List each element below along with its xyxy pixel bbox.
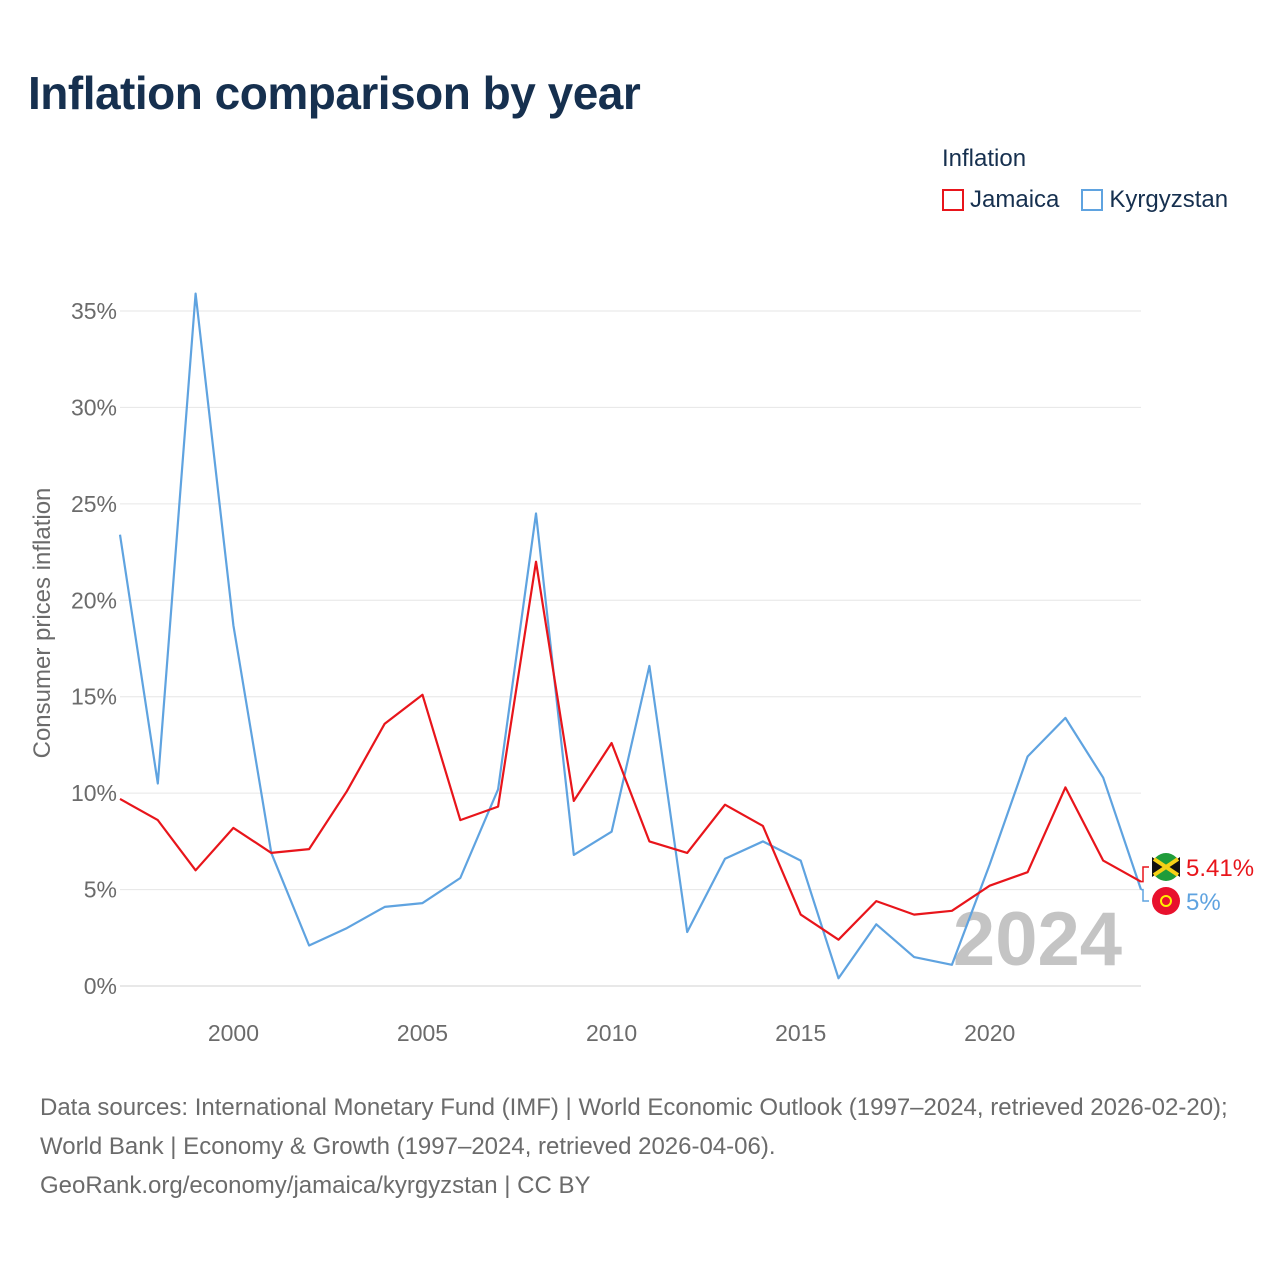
legend-title: Inflation bbox=[942, 145, 1027, 172]
y-tick-label: 15% bbox=[71, 684, 117, 710]
legend-label-kyrgyzstan: Kyrgyzstan bbox=[1109, 186, 1229, 213]
kyrgyzstan-flag-icon bbox=[1152, 887, 1180, 915]
series-line-kyrgyzstan[interactable] bbox=[118, 292, 1143, 980]
x-tick-label: 2015 bbox=[775, 1020, 826, 1046]
grid-lines bbox=[120, 310, 1141, 987]
x-tick-label: 2020 bbox=[964, 1020, 1015, 1046]
end-label-jamaica: 5.41% bbox=[1186, 855, 1254, 882]
y-axis-label: Consumer prices inflation bbox=[29, 488, 56, 759]
x-tick-label: 2000 bbox=[208, 1020, 259, 1046]
series-lines bbox=[118, 292, 1143, 980]
sources-attribution: GeoRank.org/economy/jamaica/kyrgyzstan |… bbox=[40, 1172, 591, 1199]
y-tick-label: 10% bbox=[71, 780, 117, 806]
end-connector bbox=[1141, 866, 1149, 883]
y-tick-label: 20% bbox=[71, 587, 117, 613]
jamaica-flag-saltire bbox=[1152, 857, 1180, 877]
y-tick-label: 35% bbox=[71, 298, 117, 324]
end-label-kyrgyzstan: 5% bbox=[1186, 889, 1221, 916]
y-tick-label: 5% bbox=[84, 877, 117, 903]
series-line-jamaica[interactable] bbox=[119, 560, 1142, 941]
kyrgyzstan-flag-sun bbox=[1160, 895, 1172, 907]
x-tick-label: 2010 bbox=[586, 1020, 637, 1046]
end-connector bbox=[1141, 888, 1149, 902]
x-tick-label: 2005 bbox=[397, 1020, 448, 1046]
data-sources: Data sources: International Monetary Fun… bbox=[40, 1088, 1250, 1205]
line-chart: 0%5%10%15%20%25%30%35% 2000 2005 2010 2015 2… bbox=[29, 292, 1254, 1046]
end-labels: 5.41% 5% bbox=[1141, 853, 1254, 916]
legend: Jamaica Kyrgyzstan bbox=[942, 186, 1250, 214]
legend-swatch-kyrgyzstan bbox=[1081, 189, 1104, 211]
legend-item-kyrgyzstan[interactable]: Kyrgyzstan bbox=[1081, 186, 1228, 214]
sources-text: Data sources: International Monetary Fun… bbox=[40, 1094, 1228, 1160]
y-tick-label: 30% bbox=[71, 394, 117, 420]
x-axis-ticks: 2000 2005 2010 2015 2020 bbox=[208, 1020, 1015, 1046]
y-axis-ticks: 0% 5% 10% 15% 20% 25% 30% 35% bbox=[71, 298, 117, 999]
chart-title: Inflation comparison by year bbox=[28, 67, 641, 119]
year-watermark: 2024 bbox=[953, 897, 1122, 982]
legend-swatch-jamaica bbox=[942, 189, 964, 211]
legend-item-jamaica[interactable]: Jamaica bbox=[942, 186, 1059, 214]
legend-label-jamaica: Jamaica bbox=[970, 186, 1060, 213]
y-tick-label: 25% bbox=[71, 491, 117, 517]
y-tick-label: 0% bbox=[84, 973, 117, 999]
